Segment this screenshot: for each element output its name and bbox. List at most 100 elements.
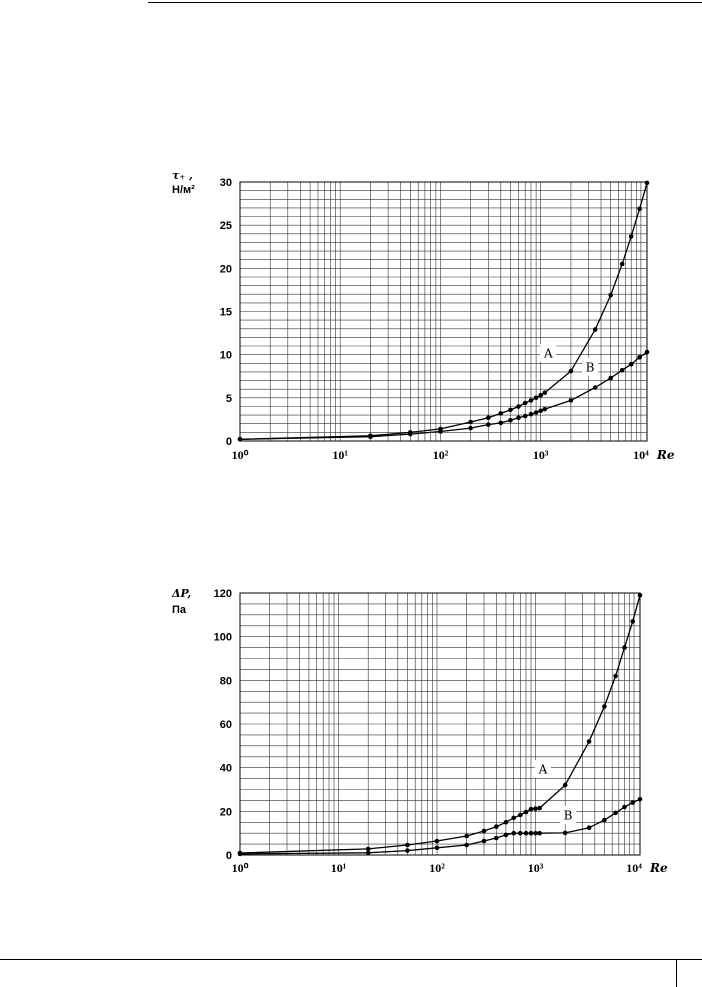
data-point-b-4 — [438, 429, 443, 434]
x-axis-title: Re — [649, 861, 668, 875]
data-point-b-9 — [516, 415, 521, 421]
page-number-box — [676, 959, 702, 987]
y-tick-label: 80 — [220, 675, 232, 687]
data-point-b-13 — [538, 408, 543, 414]
x-axis-title: Re — [656, 448, 675, 462]
y-tick-label: 40 — [220, 763, 232, 775]
data-point-b-14 — [542, 406, 548, 412]
y-tick-label: 120 — [214, 588, 232, 600]
data-point-a-5 — [464, 833, 470, 839]
data-point-b-4 — [434, 845, 440, 851]
x-tick-label: 10¹ — [332, 448, 348, 462]
series-a — [237, 180, 650, 442]
y-tick-label: 20 — [220, 806, 232, 818]
series-line-b — [239, 798, 641, 855]
y-tick-label: 100 — [214, 632, 232, 644]
curve-label-background-a — [540, 343, 557, 362]
chart-2-plot: 0 20 40 60 80 100 120 10⁰ 10¹ 10² 10³ 10⁴ Re A B — [214, 588, 668, 875]
data-point-b-20 — [637, 355, 642, 360]
data-point-a-5 — [468, 419, 473, 425]
series-line-a — [239, 182, 648, 440]
data-point-b-2 — [365, 850, 371, 856]
y-tick-label: 30 — [220, 177, 232, 189]
data-point-a-15 — [568, 368, 574, 374]
data-point-a-7 — [494, 824, 499, 829]
x-tick-label: 10⁰ — [232, 448, 249, 462]
curve-label-a: A — [543, 346, 553, 360]
data-point-b-9 — [511, 830, 516, 836]
data-point-b-5 — [468, 425, 473, 431]
data-point-b-18 — [619, 367, 625, 373]
data-point-b-13 — [533, 830, 538, 836]
data-point-a-17 — [602, 704, 607, 709]
y-tick-label: 25 — [220, 220, 232, 232]
data-point-b-15 — [568, 398, 574, 403]
x-tick-label: 10³ — [528, 861, 544, 875]
y-tick-label: 60 — [220, 719, 232, 731]
data-point-a-20 — [637, 206, 642, 212]
data-point-b-10 — [522, 413, 528, 419]
x-tick-label: 10¹ — [331, 861, 347, 875]
data-point-b-20 — [630, 800, 635, 805]
data-point-a-8 — [503, 820, 509, 825]
y-axis-title: ΔP, — [171, 587, 191, 600]
data-point-a-13 — [538, 392, 543, 398]
data-point-b-16 — [592, 385, 598, 390]
data-point-a-20 — [630, 619, 635, 624]
x-tick-label: 10⁴ — [626, 861, 642, 875]
data-point-a-17 — [608, 292, 613, 298]
x-tick-label: 10² — [429, 861, 445, 875]
x-tick-label: 10³ — [533, 448, 549, 462]
data-point-b-6 — [486, 422, 491, 427]
data-point-a-6 — [486, 415, 491, 421]
data-point-a-12 — [533, 395, 539, 401]
data-point-b-21 — [644, 349, 650, 355]
data-point-b-7 — [494, 835, 499, 841]
curve-label-background-a — [535, 760, 551, 778]
series-b — [237, 349, 650, 442]
x-tick-label: 10⁰ — [232, 861, 249, 875]
plot-frame — [239, 181, 648, 442]
data-point-a-15 — [562, 782, 568, 788]
data-point-a-10 — [518, 812, 523, 818]
data-point-b-8 — [508, 418, 513, 423]
curve-label-background-b — [582, 357, 599, 376]
data-point-b-16 — [586, 825, 592, 830]
y-axis-unit: Н/м² — [172, 184, 195, 196]
data-point-b-21 — [637, 797, 643, 802]
data-point-b-14 — [537, 830, 542, 836]
data-point-a-8 — [508, 407, 513, 413]
y-tick-label: 20 — [220, 263, 232, 275]
data-point-b-11 — [528, 411, 534, 417]
data-point-a-3 — [405, 842, 410, 848]
y-tick-label: 15 — [220, 307, 232, 319]
data-point-a-16 — [592, 327, 598, 332]
data-point-b-3 — [408, 431, 413, 437]
data-point-a-21 — [644, 180, 650, 186]
data-point-a-10 — [522, 400, 528, 406]
header-rule — [148, 2, 702, 3]
y-axis-unit: Па — [172, 604, 187, 616]
data-point-b-8 — [503, 832, 509, 838]
curve-label-background-b — [560, 806, 577, 824]
data-point-b-12 — [533, 410, 539, 415]
data-point-b-17 — [602, 817, 607, 823]
data-point-a-7 — [498, 411, 504, 416]
data-point-b-2 — [368, 434, 373, 440]
y-tick-label: 10 — [220, 350, 232, 362]
x-tick-label: 10² — [433, 448, 449, 462]
data-point-b-12 — [528, 830, 534, 836]
series-b — [237, 797, 643, 857]
x-tick-label: 10⁴ — [633, 448, 649, 462]
data-point-a-14 — [542, 390, 548, 396]
curve-label-a: A — [538, 763, 548, 777]
data-point-a-9 — [516, 404, 521, 409]
data-point-a-21 — [637, 592, 643, 598]
data-point-a-19 — [622, 645, 627, 650]
data-point-a-11 — [528, 398, 534, 403]
footer-rule — [0, 959, 702, 960]
data-point-a-18 — [613, 673, 618, 679]
curve-label-b: B — [586, 360, 595, 374]
data-point-b-19 — [628, 361, 634, 367]
